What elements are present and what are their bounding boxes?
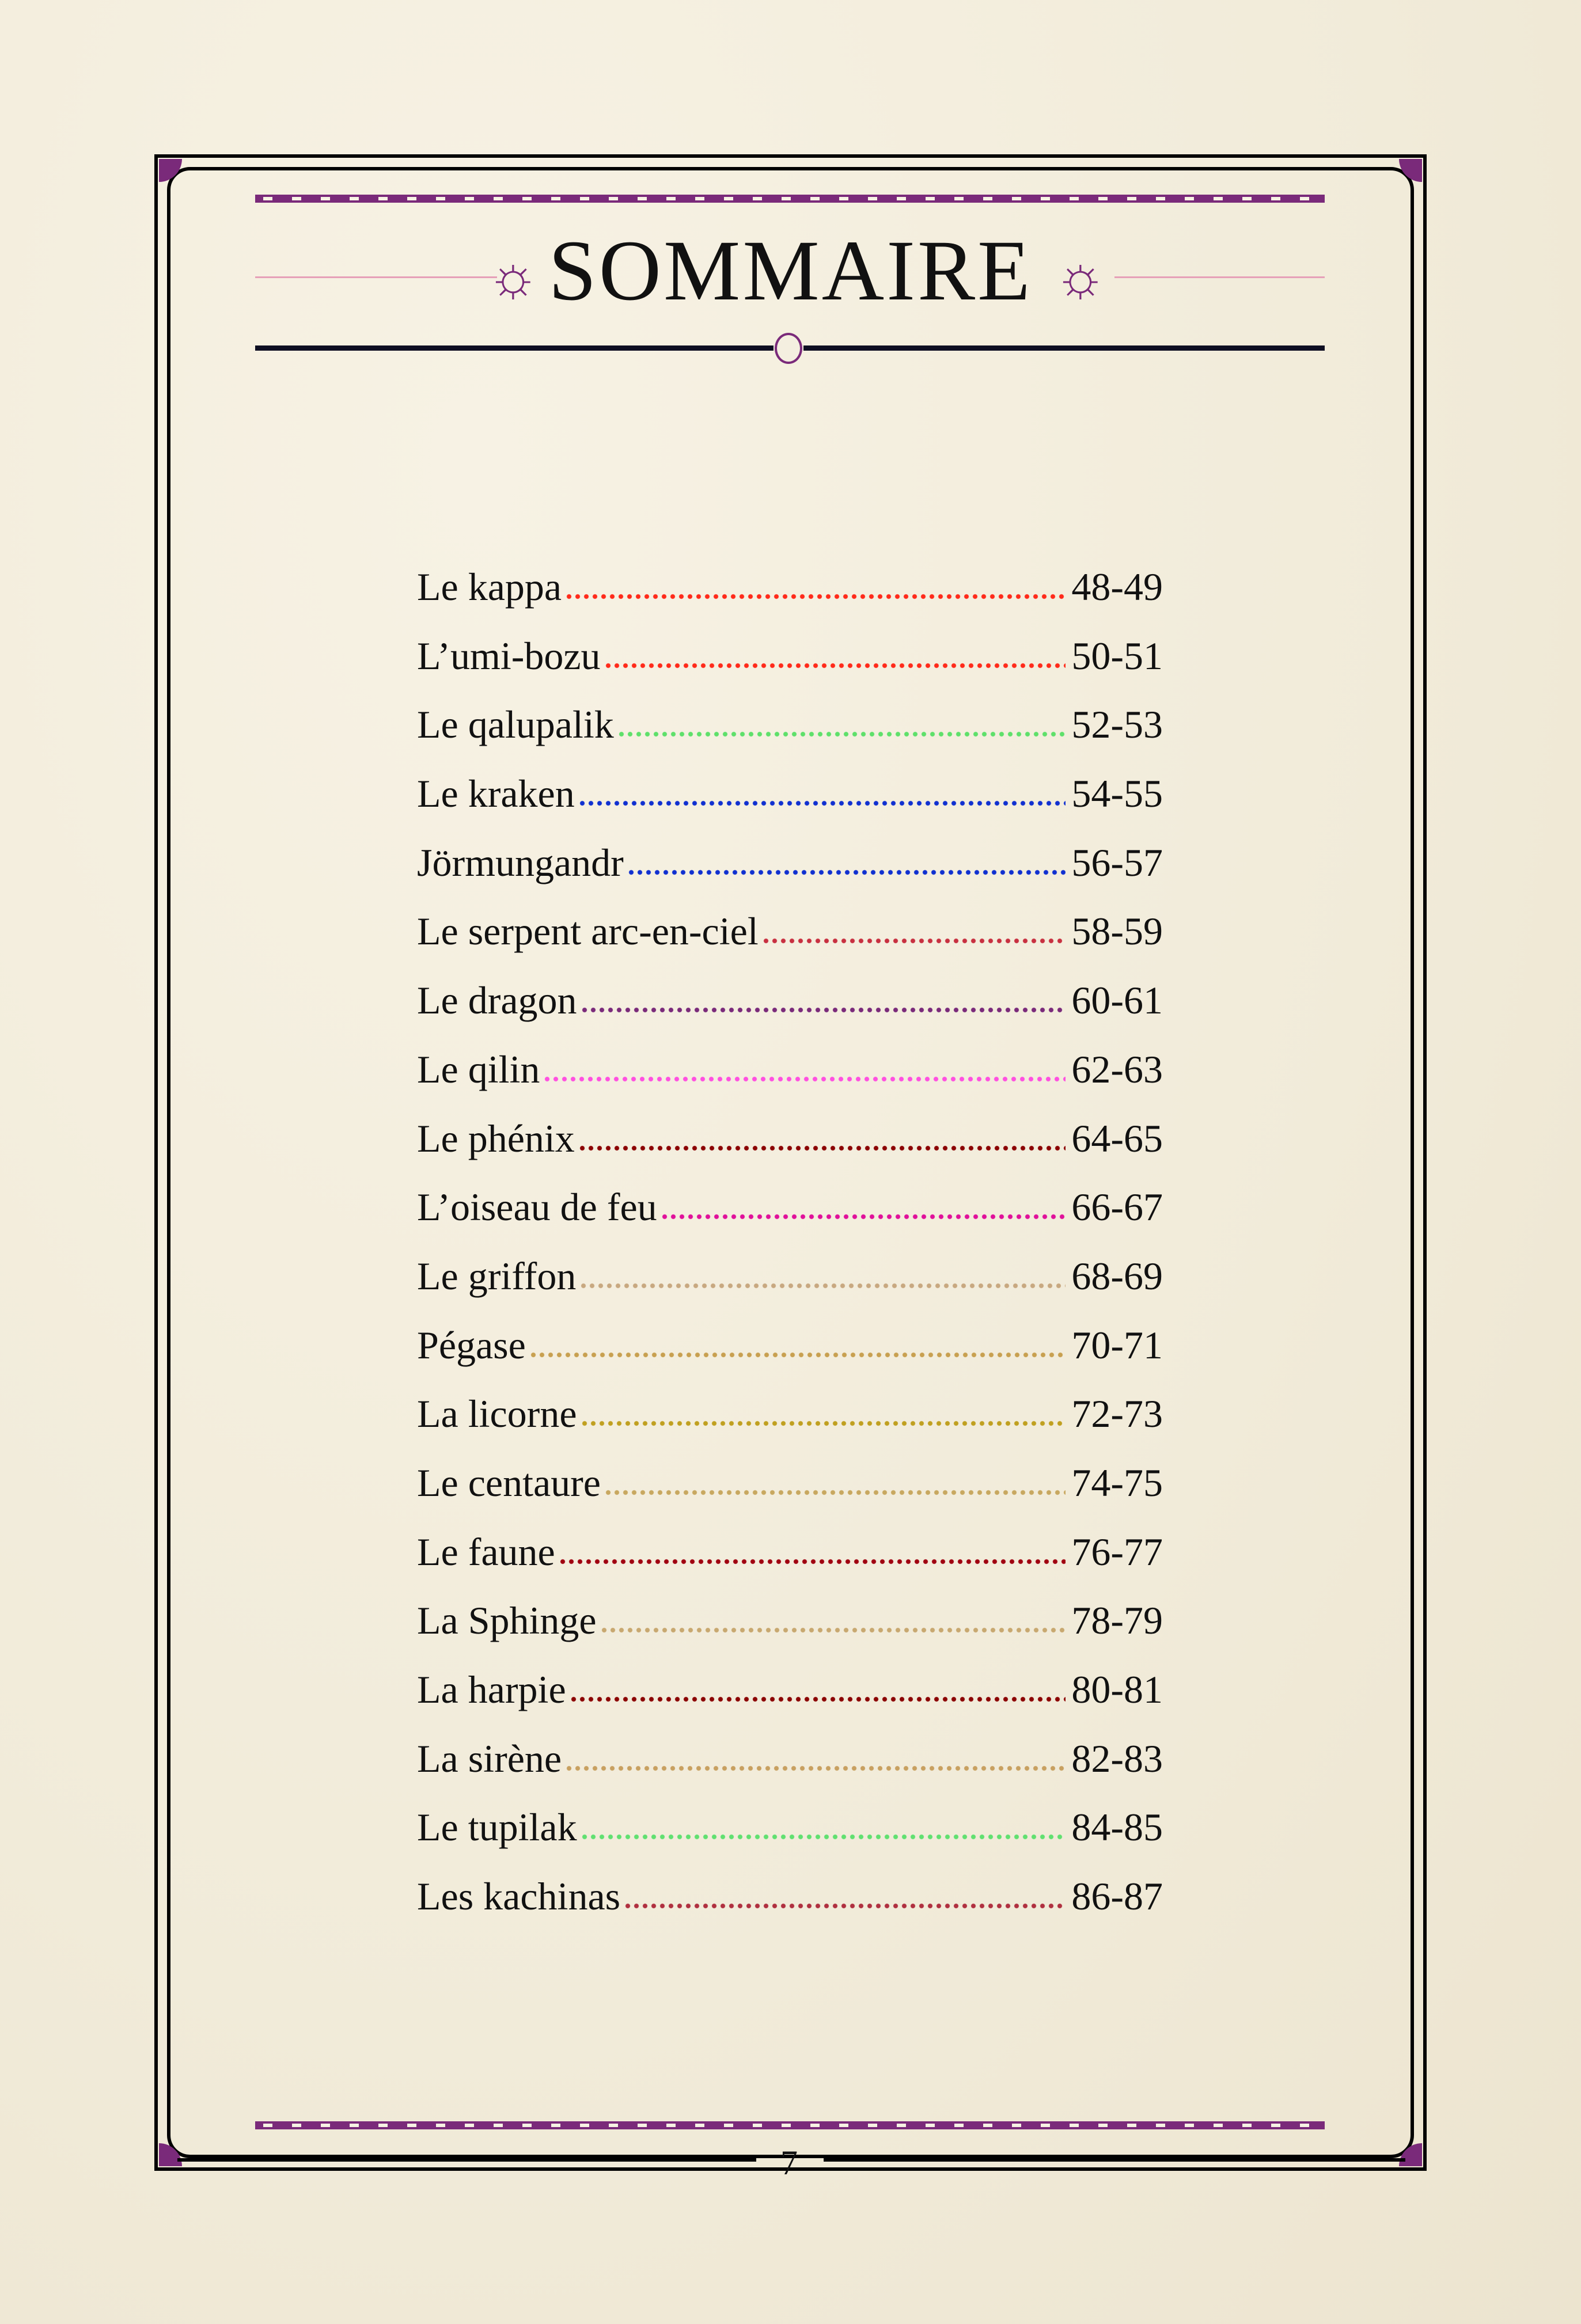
dot-leader [565, 593, 1066, 600]
toc-entry[interactable]: Le kraken 54-55 [417, 774, 1163, 843]
toc-entry-title: L’umi-bozu [417, 633, 601, 678]
toc-entry-pages: 52-53 [1071, 702, 1163, 747]
footer-rule-right [824, 2158, 1405, 2162]
toc-entry-title: La licorne [417, 1392, 577, 1436]
toc-entry-pages: 72-73 [1071, 1392, 1163, 1436]
toc-entry-pages: 54-55 [1071, 772, 1163, 816]
toc-entry-title: Le centaure [417, 1460, 601, 1505]
dot-leader [761, 937, 1066, 945]
toc-entry-title: La sirène [417, 1736, 562, 1780]
dot-leader [579, 1282, 1066, 1289]
toc-entry[interactable]: La Sphinge 78-79 [417, 1601, 1163, 1670]
outer-frame [154, 154, 1427, 2171]
toc-entry[interactable]: Le tupilak 84-85 [417, 1807, 1163, 1877]
toc-entry-pages: 66-67 [1071, 1185, 1163, 1229]
toc-entry[interactable]: La sirène 82-83 [417, 1739, 1163, 1808]
toc-entry[interactable]: La harpie 80-81 [417, 1670, 1163, 1739]
top-dashed-bar [255, 195, 1325, 203]
toc-entry-title: Le dragon [417, 978, 577, 1023]
toc-entry-title: Le qalupalik [417, 702, 614, 747]
footer-rule-left [177, 2158, 756, 2162]
page-title: SOMMAIRE [548, 223, 1033, 318]
toc-entry-pages: 80-81 [1071, 1668, 1163, 1711]
toc-entry-pages: 60-61 [1071, 978, 1163, 1023]
dot-leader [558, 1558, 1066, 1565]
toc-entry-pages: 62-63 [1071, 1047, 1163, 1091]
toc-entry[interactable]: Le phénix 64-65 [417, 1119, 1163, 1188]
toc-entry[interactable]: Le qilin 62-63 [417, 1050, 1163, 1119]
title-underline-right [803, 345, 1325, 351]
medallion-icon [775, 333, 802, 364]
toc-entry-pages: 50-51 [1071, 633, 1163, 678]
toc-entry[interactable]: Les kachinas 86-87 [417, 1877, 1163, 1946]
dot-leader [604, 662, 1066, 669]
toc-entry[interactable]: Jörmungandr 56-57 [417, 843, 1163, 912]
toc-entry-pages: 64-65 [1071, 1116, 1163, 1160]
dot-leader [660, 1213, 1066, 1221]
toc-entry-title: L’oiseau de feu [417, 1185, 657, 1229]
toc-entry-title: Le phénix [417, 1116, 575, 1160]
dot-leader [578, 1144, 1066, 1152]
toc-entry-pages: 56-57 [1071, 840, 1163, 884]
toc-entry-pages: 48-49 [1071, 565, 1163, 609]
toc-entry-title: Pégase [417, 1323, 526, 1367]
toc-entry-pages: 84-85 [1071, 1805, 1163, 1850]
toc-entry[interactable]: Le faune 76-77 [417, 1532, 1163, 1601]
dot-leader [580, 1420, 1066, 1427]
toc-entry-pages: 78-79 [1071, 1598, 1163, 1643]
toc-entry[interactable]: La licorne 72-73 [417, 1394, 1163, 1463]
toc-entry[interactable]: L’umi-bozu 50-51 [417, 636, 1163, 705]
dot-leader [578, 800, 1066, 807]
dot-leader [580, 1007, 1066, 1014]
toc-entry[interactable]: Le griffon 68-69 [417, 1256, 1163, 1326]
toc-entry-pages: 68-69 [1071, 1254, 1163, 1298]
bottom-dashed-bar [255, 2121, 1325, 2129]
toc-entry[interactable]: Le dragon 60-61 [417, 981, 1163, 1050]
dot-leader [600, 1627, 1066, 1634]
dot-leader [617, 731, 1066, 738]
dot-leader [569, 1696, 1066, 1703]
dot-leader [565, 1764, 1066, 1772]
toc-entry-pages: 74-75 [1071, 1460, 1163, 1505]
toc-entry-title: Le qilin [417, 1047, 540, 1091]
toc-entry-pages: 82-83 [1071, 1736, 1163, 1780]
title-underline-left [255, 345, 774, 351]
toc-entry-pages: 76-77 [1071, 1529, 1163, 1574]
dot-leader [529, 1351, 1066, 1358]
toc-entry-title: La harpie [417, 1668, 566, 1711]
toc-entry[interactable]: Le serpent arc-en-ciel 58-59 [417, 912, 1163, 981]
page-number: 7 [780, 2144, 798, 2182]
toc-entry-title: Jörmungandr [417, 840, 624, 884]
toc-entry-title: La Sphinge [417, 1598, 597, 1643]
toc-entry-title: Le tupilak [417, 1805, 577, 1850]
dot-leader [580, 1833, 1066, 1841]
toc-entry-title: Le griffon [417, 1254, 577, 1298]
dot-leader [624, 1903, 1066, 1910]
dot-leader [604, 1488, 1066, 1496]
toc-entry-title: Les kachinas [417, 1874, 621, 1919]
toc-entry[interactable]: L’oiseau de feu 66-67 [417, 1187, 1163, 1256]
toc-entry-pages: 70-71 [1071, 1323, 1163, 1367]
toc-entry-title: Le faune [417, 1529, 555, 1574]
toc-entry-title: Le serpent arc-en-ciel [417, 909, 759, 954]
toc-entry-pages: 86-87 [1071, 1874, 1163, 1919]
toc-entry[interactable]: Le kappa 48-49 [417, 567, 1163, 636]
title-rule-left [255, 276, 497, 278]
title-rule-right [1114, 276, 1325, 278]
toc-entry[interactable]: Le qalupalik 52-53 [417, 705, 1163, 774]
toc-entry[interactable]: Le centaure 74-75 [417, 1463, 1163, 1532]
toc-entry-pages: 58-59 [1071, 909, 1163, 954]
dot-leader [627, 868, 1066, 876]
inner-frame [167, 167, 1414, 2158]
toc-entry-title: Le kappa [417, 565, 562, 609]
dot-leader [543, 1075, 1066, 1083]
toc-entry-title: Le kraken [417, 772, 575, 816]
toc-entry[interactable]: Pégase 70-71 [417, 1326, 1163, 1395]
table-of-contents: Le kappa 48-49 L’umi-bozu 50-51 Le qalupalik… [417, 567, 1163, 1946]
